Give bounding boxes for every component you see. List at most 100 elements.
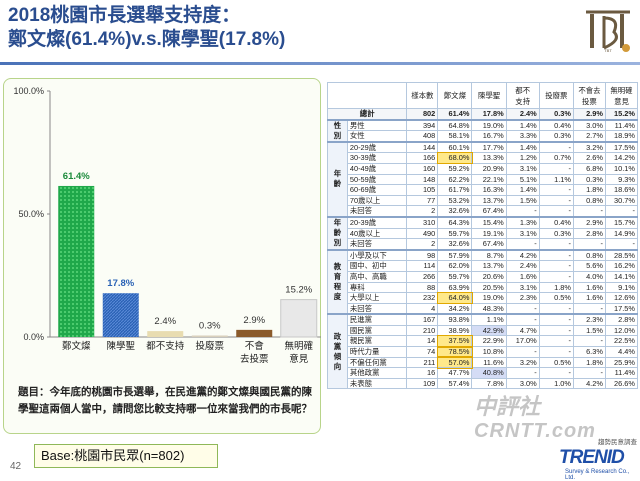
- row-label: 其他政黨: [346, 367, 408, 379]
- table-row: 60-69歲 105 61.7% 16.3% 1.4% -1.8% 18.6%: [328, 184, 639, 196]
- table-row: 國民黨 210 38.9% 42.9% 4.7% -1.5% 12.0%: [328, 324, 639, 337]
- table-row: 性別男性 394 64.8% 19.0% 1.4% 0.4% 3.0% 11.4%: [327, 118, 639, 143]
- table-cell: 20.5%: [471, 281, 507, 294]
- table-cell: -: [572, 238, 606, 251]
- table-cell: 93.8%: [437, 313, 473, 326]
- table-cell: 12.0%: [604, 324, 639, 337]
- table-cell: 28.5%: [604, 248, 639, 262]
- table-cell: 19.0%: [471, 118, 507, 132]
- row-label: 30-39歲: [346, 152, 408, 164]
- row-label: 男性: [346, 118, 408, 132]
- table-cell: 68.0%: [436, 151, 473, 165]
- table-cell: 18.9%: [604, 130, 639, 143]
- table-cell: 16.2%: [604, 260, 639, 272]
- table-cell: 1.5%: [572, 324, 606, 337]
- table-cell: 1.4%: [505, 140, 540, 154]
- table-cell: 1.6%: [572, 292, 606, 304]
- table-cell: 0.4%: [538, 118, 574, 132]
- table-cell: 394: [406, 118, 439, 132]
- question-text: 題目：今年底的桃園市長選舉，在民進黨的鄭文燦與國民黨的陳學聖這兩個人當中，請問您…: [18, 386, 312, 415]
- table-cell: -: [538, 260, 574, 272]
- table-cell: 2: [406, 205, 439, 218]
- table-header-cell: 無明確 意見: [604, 82, 639, 109]
- table-cell: 3.1%: [505, 227, 540, 240]
- table-cell: 0.3%: [572, 173, 606, 186]
- table-cell: 61.7%: [437, 184, 473, 196]
- table-cell: 109: [406, 377, 439, 390]
- table-cell: 1.6%: [505, 270, 540, 283]
- row-label: 20-29歲: [346, 140, 408, 154]
- table-cell: 1.1%: [471, 313, 507, 326]
- table-row: 50-59歲 148 62.2% 22.1% 5.1% 1.1% 0.3% 9.3%: [328, 173, 639, 186]
- footer-logo-top: 趨勢民意調查: [598, 439, 637, 446]
- table-cell: 4.4%: [604, 346, 639, 358]
- table-cell: 2.7%: [572, 130, 606, 143]
- table-cell: 114: [406, 260, 439, 272]
- x-category-label: 不會去投票: [240, 340, 269, 365]
- table-cell: 2.4%: [505, 260, 540, 272]
- total-label: 總計: [326, 107, 408, 121]
- table-cell: 802: [406, 107, 439, 121]
- table-cell: 2.8%: [572, 227, 606, 240]
- table-row: 政黨傾向民進黨 167 93.8% 1.1% - -2.3% 2.8%: [327, 313, 639, 390]
- table-cell: -: [538, 238, 574, 251]
- table-cell: 0.4%: [538, 215, 574, 229]
- table-cell: -: [538, 194, 574, 207]
- table-cell: -: [538, 270, 574, 283]
- table-cell: 232: [406, 292, 439, 304]
- table-cell: 15.7%: [604, 215, 639, 229]
- table-header-row: 樣本數 鄭文燦 陳學聖 都不 支持 投廢票 不會去 投票 無明確 意見: [326, 82, 639, 109]
- table-row: 高中、高職 266 59.7% 20.6% 1.6% -4.0% 14.1%: [328, 270, 639, 283]
- table-cell: 0.5%: [538, 356, 574, 369]
- x-category-label: 都不支持: [146, 340, 185, 352]
- table-row: 40歲以上 490 59.7% 19.1% 3.1% 0.3% 2.8% 14.9%: [328, 227, 639, 240]
- table-cell: 62.0%: [437, 260, 473, 272]
- table-row: 其他政黨 16 47.7% 40.8% - - -11.4%: [328, 367, 639, 379]
- table-cell: 15.2%: [604, 107, 639, 121]
- base-note: Base:桃園市民眾(n=802): [34, 444, 218, 468]
- table-cell: 59.7%: [437, 270, 473, 283]
- table-cell: 490: [406, 227, 439, 240]
- table-cell: 37.5%: [436, 335, 473, 348]
- table-cell: 4: [406, 302, 439, 315]
- row-label: 60-69歲: [346, 184, 408, 196]
- table-cell: -: [572, 367, 606, 379]
- data-label-6: 15.2%: [285, 285, 312, 296]
- table-cell: 59.7%: [437, 227, 473, 240]
- table-cell: -: [572, 335, 606, 348]
- table-cell: 14.2%: [604, 152, 639, 164]
- table-cell: 2.9%: [572, 107, 606, 121]
- table-cell: 4.7%: [505, 324, 540, 337]
- table-cell: 3.3%: [505, 130, 540, 143]
- table-cell: 25.9%: [604, 356, 639, 369]
- table-cell: 20.9%: [471, 162, 507, 175]
- table-cell: 47.7%: [437, 367, 473, 379]
- table-row: 親民黨 14 37.5% 22.9% 17.0% - -22.5%: [328, 335, 639, 348]
- row-label: 親民黨: [346, 335, 408, 348]
- row-label: 國民黨: [346, 324, 408, 337]
- row-label: 50-59歲: [346, 173, 408, 186]
- table-row: 40-49歲 160 59.2% 20.9% 3.1% -6.8% 10.1%: [328, 162, 639, 175]
- table-cell: -: [505, 205, 540, 218]
- table-row: 專科 88 63.9% 20.5% 3.1% 1.8% 1.6% 9.1%: [328, 281, 639, 294]
- bar-3: [147, 331, 184, 337]
- table-cell: 58.1%: [437, 130, 473, 143]
- table-cell: 61.4%: [437, 107, 473, 121]
- table-cell: 167: [406, 313, 439, 326]
- table-cell: 2.4%: [505, 107, 540, 121]
- table-cell: 40.8%: [471, 367, 507, 379]
- data-label-1: 61.4%: [63, 171, 90, 182]
- chart-panel: 0.0% 50.0% 100.0% 61.4% 鄭文燦 17.8% 陳學聖 2.4% 都不支持 0…: [3, 78, 321, 434]
- x-category-label: 陳學聖: [106, 340, 135, 352]
- y-tick-label: 100.0%: [13, 86, 44, 96]
- page-title-line1: 2018桃園市長選舉支持度：: [8, 5, 241, 26]
- table-cell: -: [572, 302, 606, 315]
- table-cell: 0.3%: [538, 130, 574, 143]
- table-cell: 42.9%: [471, 324, 507, 337]
- table-cell: 2.3%: [572, 313, 606, 326]
- table-cell: 2.9%: [572, 215, 606, 229]
- table-row: 未回答 2 32.6% 67.4% - - - -: [328, 238, 639, 251]
- table-cell: 4.2%: [572, 377, 606, 390]
- table-cell: -: [604, 238, 639, 251]
- table-cell: 26.6%: [604, 377, 639, 390]
